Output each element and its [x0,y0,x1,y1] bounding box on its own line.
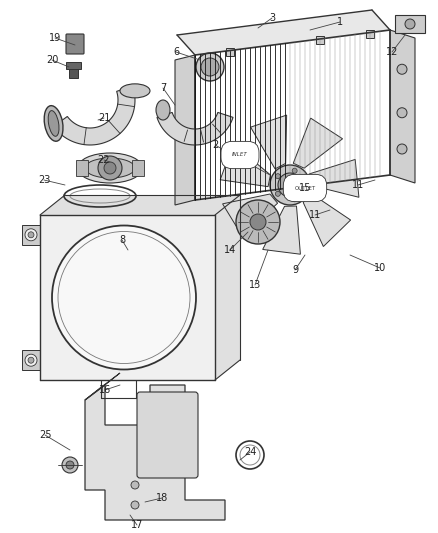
Text: 1: 1 [337,17,343,27]
Circle shape [28,232,34,238]
Circle shape [25,354,37,366]
Text: 22: 22 [98,155,110,165]
Text: 16: 16 [99,385,111,395]
Circle shape [270,165,310,205]
Bar [76,160,88,176]
Polygon shape [251,115,286,169]
Text: 14: 14 [224,245,236,255]
Polygon shape [85,385,225,520]
Polygon shape [215,195,240,380]
Polygon shape [157,112,233,145]
Circle shape [278,173,302,197]
Polygon shape [53,86,135,145]
Circle shape [276,174,280,179]
Circle shape [196,53,224,81]
FancyBboxPatch shape [22,225,40,245]
Polygon shape [303,193,350,247]
FancyBboxPatch shape [66,34,84,54]
Text: 7: 7 [160,83,166,93]
FancyBboxPatch shape [22,350,40,370]
Text: 11: 11 [352,180,364,190]
Circle shape [285,180,295,190]
Bar [226,47,234,55]
Text: 13: 13 [249,280,261,290]
Polygon shape [40,195,240,215]
Circle shape [250,214,266,230]
FancyBboxPatch shape [395,15,425,33]
Circle shape [303,182,307,188]
Polygon shape [220,144,270,187]
Text: 19: 19 [49,33,61,43]
Text: 6: 6 [173,47,179,57]
Ellipse shape [48,111,59,136]
Text: OUTLET: OUTLET [294,185,315,190]
Text: 18: 18 [156,493,168,503]
Text: 10: 10 [374,263,386,273]
Circle shape [98,156,122,180]
Circle shape [131,501,139,509]
Circle shape [405,19,415,29]
Text: 17: 17 [131,520,143,530]
Circle shape [25,229,37,241]
Polygon shape [390,30,415,183]
Text: 23: 23 [38,175,50,185]
Circle shape [397,144,407,154]
Polygon shape [263,206,300,254]
Text: 21: 21 [98,113,110,123]
Ellipse shape [156,100,170,120]
Text: 20: 20 [46,55,58,65]
Ellipse shape [120,84,150,98]
Circle shape [131,481,139,489]
FancyBboxPatch shape [66,61,81,69]
Bar [40,215,215,380]
Bar [366,29,374,37]
Circle shape [236,200,280,244]
Text: 12: 12 [386,47,398,57]
Circle shape [292,197,297,202]
FancyBboxPatch shape [68,62,78,77]
Text: 8: 8 [119,235,125,245]
Circle shape [397,64,407,74]
Bar [132,160,144,176]
Circle shape [276,191,280,196]
Polygon shape [309,159,359,197]
Ellipse shape [78,153,142,183]
Polygon shape [175,55,195,205]
Ellipse shape [44,106,63,141]
Circle shape [62,457,78,473]
Bar [316,36,324,44]
Text: 25: 25 [39,430,51,440]
Text: 15: 15 [299,183,311,193]
Circle shape [104,162,116,174]
Circle shape [292,168,297,173]
Circle shape [201,58,219,76]
Circle shape [66,461,74,469]
Text: 9: 9 [292,265,298,275]
Circle shape [397,108,407,118]
Text: 11: 11 [309,210,321,220]
Circle shape [28,357,34,363]
Circle shape [52,225,196,369]
Ellipse shape [85,158,135,178]
Text: 2: 2 [212,140,218,150]
Polygon shape [177,10,390,55]
FancyBboxPatch shape [137,392,198,478]
Text: 3: 3 [269,13,275,23]
Polygon shape [293,118,343,168]
Text: INLET: INLET [232,152,248,157]
Text: 24: 24 [244,447,256,457]
Polygon shape [85,373,120,400]
Polygon shape [223,194,278,236]
